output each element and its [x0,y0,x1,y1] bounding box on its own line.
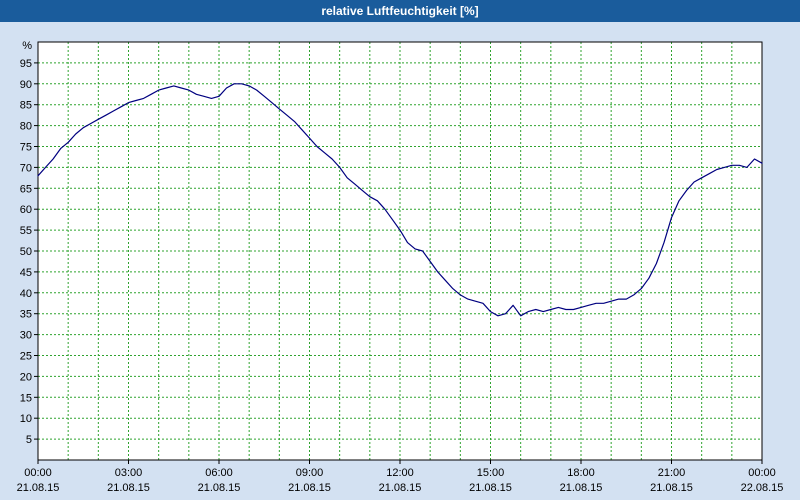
svg-text:25: 25 [20,351,32,363]
x-tick-time: 15:00 [477,467,505,479]
x-tick-time: 00:00 [748,467,776,479]
y-axis-labels: 5 10 15 20 25 30 35 40 45 50 55 60 65 70 75 80 85 90 95 [20,58,38,446]
x-tick-date: 21.08.15 [107,482,150,494]
x-tick-time: 21:00 [658,467,686,479]
svg-text:10: 10 [20,413,32,425]
svg-text:90: 90 [20,79,32,91]
x-tick-time: 12:00 [386,467,414,479]
svg-text:15: 15 [20,392,32,404]
chart-title: relative Luftfeuchtigkeit [%] [321,4,479,18]
x-tick-date: 21.08.15 [560,482,603,494]
svg-text:35: 35 [20,309,32,321]
x-tick-time: 06:00 [205,467,233,479]
svg-text:60: 60 [20,204,32,216]
svg-text:55: 55 [20,225,32,237]
x-tick-time: 00:00 [24,467,52,479]
svg-text:5: 5 [26,434,32,446]
x-tick-date: 21.08.15 [198,482,241,494]
svg-text:45: 45 [20,267,32,279]
svg-text:85: 85 [20,100,32,112]
x-tick-date: 21.08.15 [469,482,512,494]
svg-text:95: 95 [20,58,32,70]
svg-text:80: 80 [20,121,32,133]
x-tick-date: 22.08.15 [741,482,784,494]
svg-text:20: 20 [20,371,32,383]
humidity-line-chart: 5 10 15 20 25 30 35 40 45 50 55 60 65 70 75 80 85 90 95% 00… [17,40,784,494]
x-tick-date: 21.08.15 [650,482,693,494]
svg-text:40: 40 [20,288,32,300]
humidity-series-line [37,83,763,317]
chart-title-bar: relative Luftfeuchtigkeit [%] [0,0,800,22]
svg-text:30: 30 [20,330,32,342]
svg-text:50: 50 [20,246,32,258]
x-tick-date: 21.08.15 [17,482,60,494]
y-axis-unit-label: % [22,40,32,52]
svg-text:70: 70 [20,162,32,174]
x-tick-date: 21.08.15 [379,482,422,494]
x-tick-time: 09:00 [296,467,324,479]
x-axis-labels: 00:00 21.08.15 03:00 21.08.15 06:00 21.08.15 0… [17,460,784,494]
x-tick-time: 18:00 [567,467,595,479]
x-tick-date: 21.08.15 [288,482,331,494]
svg-text:75: 75 [20,142,32,154]
svg-text:65: 65 [20,183,32,195]
x-tick-time: 03:00 [115,467,143,479]
